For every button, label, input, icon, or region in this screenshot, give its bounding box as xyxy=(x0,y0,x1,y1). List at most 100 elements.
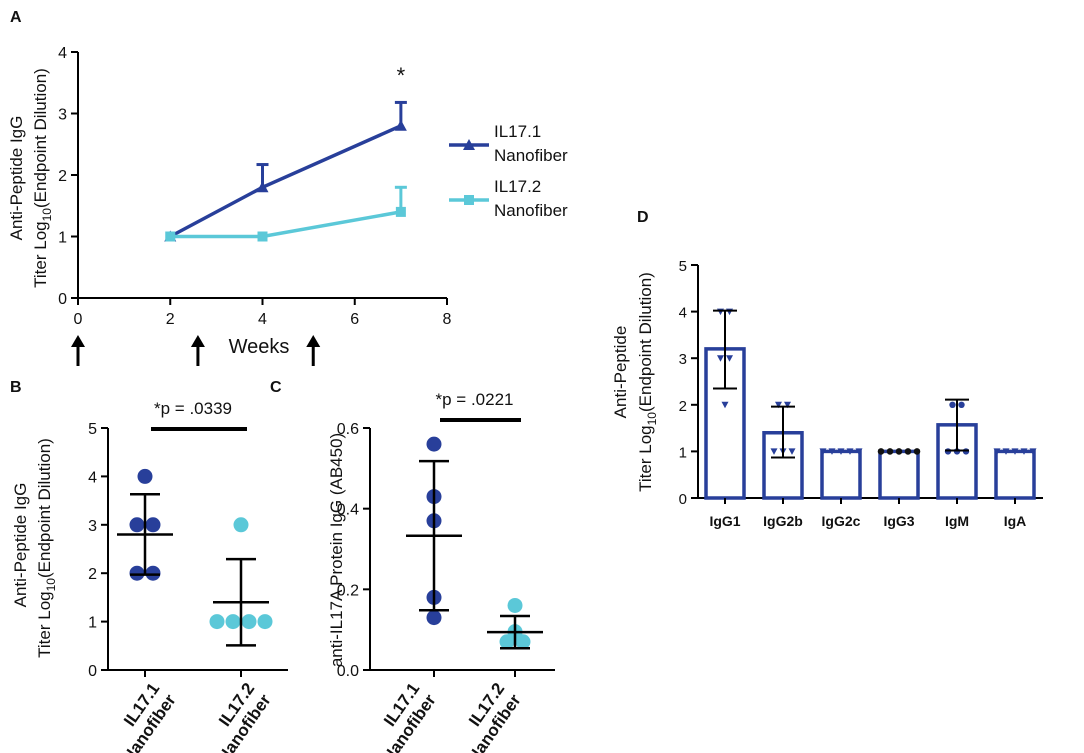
data-point xyxy=(895,448,903,455)
data-point xyxy=(904,448,912,455)
y-tick-label: 2 xyxy=(679,398,687,415)
y-tick-label: 5 xyxy=(679,258,687,275)
data-point xyxy=(717,355,724,362)
x-tick-label: IgM xyxy=(945,513,969,529)
data-point xyxy=(855,448,863,455)
data-point xyxy=(784,401,791,409)
y-tick-label: 0.6 xyxy=(337,421,359,438)
data-point xyxy=(837,448,845,455)
legend-label: Nanofiber xyxy=(494,201,568,220)
series-line xyxy=(170,210,402,239)
panel-label: B xyxy=(10,379,22,396)
data-point-square xyxy=(395,206,406,217)
x-tick-label: 6 xyxy=(350,311,359,328)
data-point xyxy=(717,308,724,316)
y-axis-label-line1: Anti-Peptide IgG xyxy=(11,483,30,608)
y-tick-label: 1 xyxy=(58,230,67,247)
y-tick-label: 5 xyxy=(88,421,97,438)
data-point xyxy=(775,401,782,409)
x-tick-label: 8 xyxy=(443,311,452,328)
legend-label: IL17.1 xyxy=(494,122,541,141)
data-point xyxy=(721,401,729,409)
y-tick-label: 0.4 xyxy=(337,502,359,519)
arrow-head xyxy=(71,335,85,347)
y-tick-label: 3 xyxy=(58,107,67,124)
panel-label: C xyxy=(270,379,282,396)
x-tick-label: IgG2b xyxy=(763,513,803,529)
y-tick-label: 0 xyxy=(88,663,97,680)
data-point xyxy=(877,448,885,455)
data-point xyxy=(515,634,531,650)
bar xyxy=(878,449,920,500)
data-point-square xyxy=(165,231,176,242)
y-axis-label-line1: Anti-Peptide IgG xyxy=(7,116,26,241)
arrow-head xyxy=(190,335,205,347)
y-tick-label: 0 xyxy=(58,291,67,308)
y-tick-label: 0 xyxy=(679,491,687,508)
x-tick-label: IgG1 xyxy=(709,513,740,529)
bar xyxy=(820,449,862,500)
arrow-head xyxy=(306,335,321,347)
data-point xyxy=(846,448,854,455)
data-point xyxy=(726,308,733,316)
data-point xyxy=(1020,448,1028,455)
panel-label: A xyxy=(10,9,22,26)
data-point xyxy=(1029,448,1037,455)
x-tick-label: IgG3 xyxy=(883,513,914,529)
data-point xyxy=(241,614,257,630)
y-tick-label: 1 xyxy=(679,444,687,461)
data-point-triangle xyxy=(394,119,407,131)
significance-star: * xyxy=(397,63,406,88)
immunization-arrow xyxy=(71,335,85,366)
y-tick-label: 2 xyxy=(88,566,97,583)
data-point-triangle xyxy=(256,181,269,193)
x-axis-label: Weeks xyxy=(229,336,290,358)
data-point xyxy=(958,401,965,408)
bar xyxy=(994,449,1036,500)
p-value: *p = .0339 xyxy=(154,399,232,418)
x-tick-label: 2 xyxy=(166,311,175,328)
data-point xyxy=(145,565,161,581)
data-point xyxy=(426,436,442,452)
y-tick-label: 1 xyxy=(88,615,97,632)
data-point xyxy=(507,597,523,613)
data-point xyxy=(145,517,161,533)
data-point-square xyxy=(257,231,268,242)
x-tick-label: 0 xyxy=(74,311,83,328)
data-point xyxy=(225,614,241,630)
y-tick-label: 3 xyxy=(679,351,687,368)
data-point xyxy=(949,401,956,408)
x-tick-label: IgA xyxy=(1004,513,1027,529)
legend-label: IL17.2 xyxy=(494,177,541,196)
y-axis-label-line2: Titer Log10(Endpoint Dilution) xyxy=(636,272,659,492)
legend-marker xyxy=(463,139,475,150)
legend-label: Nanofiber xyxy=(494,146,568,165)
y-tick-label: 2 xyxy=(58,168,67,185)
immunization-arrow xyxy=(190,335,205,366)
panel-label: D xyxy=(637,209,649,226)
data-point xyxy=(426,610,442,626)
y-tick-label: 3 xyxy=(88,518,97,535)
data-point xyxy=(886,448,894,455)
x-tick-label: 4 xyxy=(258,311,267,328)
y-axis-label-line2: Titer Log10(Endpoint Dilution) xyxy=(35,438,58,658)
data-point xyxy=(499,634,515,650)
data-point xyxy=(819,448,827,455)
y-tick-label: 0.2 xyxy=(337,582,359,599)
data-point xyxy=(129,565,145,581)
x-tick-label: IgG2c xyxy=(822,513,861,529)
data-point xyxy=(993,448,1001,455)
y-tick-label: 4 xyxy=(58,45,67,62)
data-point xyxy=(1011,448,1019,455)
data-point xyxy=(770,448,778,455)
y-axis-label-line2: Titer Log10(Endpoint Dilution) xyxy=(31,68,54,288)
data-point xyxy=(129,517,145,533)
y-axis-label: anti-IL17A Protein IgG (AB450) xyxy=(327,433,346,667)
immunization-arrow xyxy=(306,335,321,366)
data-point xyxy=(913,448,921,455)
y-axis-label-line1: Anti-Peptide xyxy=(611,326,630,419)
p-value: *p = .0221 xyxy=(436,390,514,409)
data-point xyxy=(726,355,733,362)
y-tick-label: 4 xyxy=(88,469,97,486)
